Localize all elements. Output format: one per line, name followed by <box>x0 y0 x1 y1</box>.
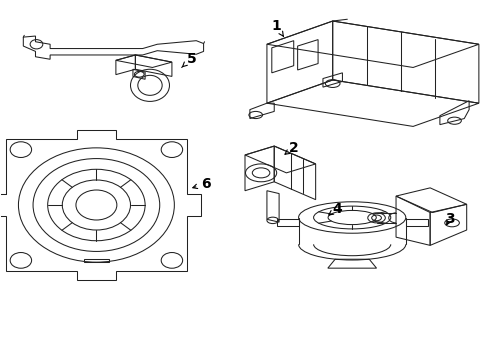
Text: 6: 6 <box>193 176 211 190</box>
Text: 1: 1 <box>272 19 284 36</box>
Text: 2: 2 <box>285 141 298 155</box>
Text: 3: 3 <box>445 212 454 226</box>
Text: 4: 4 <box>329 202 343 216</box>
Bar <box>84 258 109 262</box>
Text: 5: 5 <box>182 51 196 67</box>
